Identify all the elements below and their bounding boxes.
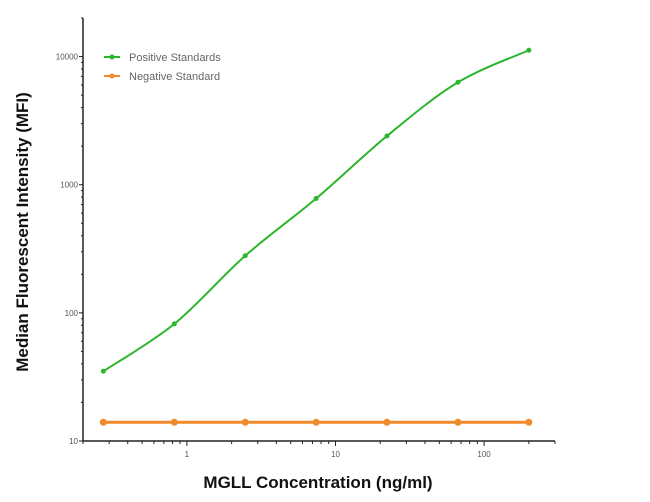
y-tick-label: 1000 bbox=[60, 181, 78, 190]
x-tick-label: 100 bbox=[477, 450, 491, 459]
data-point-positive bbox=[242, 253, 248, 259]
data-point-negative bbox=[454, 418, 462, 426]
legend-label: Negative Standard bbox=[129, 71, 220, 83]
data-point-positive bbox=[171, 321, 177, 327]
legend-swatch-marker bbox=[109, 73, 115, 79]
legend-swatch-marker bbox=[109, 54, 115, 60]
data-point-negative bbox=[312, 418, 320, 426]
y-tick-label: 10 bbox=[69, 437, 78, 446]
x-tick-label: 1 bbox=[185, 450, 190, 459]
x-tick-label: 10 bbox=[331, 450, 340, 459]
data-point-negative bbox=[383, 418, 391, 426]
legend-label: Positive Standards bbox=[129, 52, 221, 64]
data-point-negative bbox=[99, 418, 107, 426]
data-point-positive bbox=[100, 368, 106, 374]
data-point-negative bbox=[241, 418, 249, 426]
legend: Positive Standards Negative Standard bbox=[104, 52, 221, 83]
data-point-positive bbox=[455, 79, 461, 85]
series-line-positive bbox=[102, 49, 530, 373]
data-point-positive bbox=[384, 133, 390, 139]
data-point-negative bbox=[170, 418, 178, 426]
axes: 10 100 1000 10000 1 10 100 bbox=[56, 17, 556, 459]
data-point-negative bbox=[525, 418, 533, 426]
series-layer bbox=[99, 47, 533, 426]
data-point-positive bbox=[313, 196, 319, 202]
y-axis-label: Median Fluorescent Intensity (MFI) bbox=[13, 92, 32, 372]
x-axis-label: MGLL Concentration (ng/ml) bbox=[203, 473, 432, 492]
y-tick-label: 100 bbox=[65, 309, 79, 318]
y-tick-label: 10000 bbox=[56, 53, 79, 62]
data-point-positive bbox=[526, 47, 532, 53]
